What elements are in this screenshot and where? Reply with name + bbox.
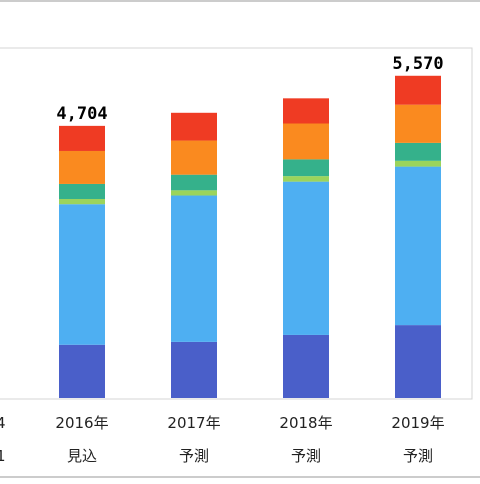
bar-segment [59,344,105,398]
category-tick-label: 予測 [179,447,209,465]
bar-segment [171,190,217,196]
bar-segment [283,181,329,335]
category-tick-label: 2018年 [279,414,332,432]
bar-segment [171,174,217,191]
category-tick-label: 2016年 [55,414,108,432]
bar-segment [171,341,217,398]
bar-segment [283,159,329,177]
category-tick-label: 予測 [291,447,321,465]
category-tick-label: 予測 [403,447,433,465]
bar-segment [395,166,441,326]
left-edge-tick-label: 1 [0,447,6,465]
bar-segment [171,140,217,175]
bar-segment [395,325,441,398]
plot-area [0,47,473,400]
bar-segment [395,104,441,143]
bar-segment [283,176,329,182]
bar-segment [59,150,105,184]
bar-segment [171,112,217,141]
category-tick-label: 2017年 [167,414,220,432]
category-tick-label: 見込 [67,447,97,465]
bar-segment [395,75,441,105]
bar-segment [395,160,441,167]
bar-segment [59,183,105,199]
bar-segment [59,198,105,205]
bar-segment [171,195,217,342]
total-value-label: 4,704 [56,104,107,124]
left-edge-tick-label: 4 [0,414,6,432]
bars-layer [59,75,441,398]
bar-segment [283,334,329,398]
bar-segment [283,123,329,160]
bar-segment [59,204,105,345]
total-value-label: 5,570 [392,54,443,74]
category-tick-label: 2019年 [391,414,444,432]
bar-segment [59,125,105,151]
bar-segment [395,142,441,161]
bar-segment [283,98,329,124]
